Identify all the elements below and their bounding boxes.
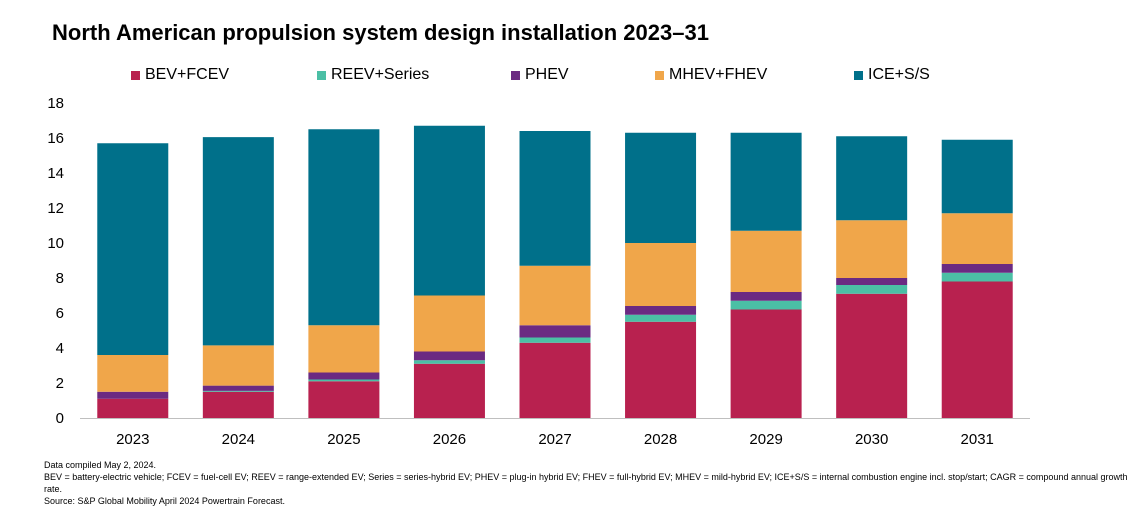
bar-segment-ice-s-s-2023: [97, 143, 169, 355]
bar-segment-reev-series-2024: [202, 390, 274, 392]
legend-label-bev-fcev: BEV+FCEV: [145, 66, 230, 83]
legend-item-bev-fcev: BEV+FCEV: [131, 66, 229, 84]
x-tick-label: 2024: [222, 431, 255, 448]
bar-segment-phev-2025: [308, 372, 380, 380]
bar-segment-reev-series-2028: [625, 314, 697, 322]
bar-segment-phev-2028: [625, 306, 697, 315]
bar-segment-reev-series-2026: [413, 360, 485, 364]
bar-segment-reev-series-2030: [836, 285, 908, 294]
x-tick-label: 2031: [961, 431, 994, 448]
legend-swatch-ice-ss: [854, 70, 863, 80]
bar-segment-bev-fcev-2023: [97, 398, 169, 418]
bar-segment-phev-2023: [97, 391, 169, 399]
bar-segment-mhev-fhev-2027: [519, 265, 591, 326]
chart-footer: Data compiled May 2, 2024. BEV = battery…: [44, 459, 1146, 507]
y-tick-label: 4: [56, 340, 64, 357]
y-tick-label: 8: [56, 270, 64, 287]
bar-segment-reev-series-2029: [730, 300, 802, 310]
legend-swatch-reev-series: [317, 70, 326, 80]
bar-segment-phev-2024: [202, 385, 274, 391]
x-tick-label: 2025: [327, 431, 360, 448]
bar-segment-phev-2026: [413, 351, 485, 361]
footer-abbreviations: BEV = battery-electric vehicle; FCEV = f…: [44, 472, 1128, 494]
legend-swatch-phev: [511, 70, 520, 80]
y-tick-label: 18: [47, 95, 64, 112]
y-tick-label: 0: [56, 410, 64, 427]
bar-segment-mhev-fhev-2029: [730, 230, 802, 292]
bar-segment-reev-series-2027: [519, 337, 591, 343]
bar-segment-ice-s-s-2031: [941, 139, 1013, 214]
y-tick-label: 14: [47, 165, 64, 182]
bar-segment-bev-fcev-2027: [519, 342, 591, 418]
chart-legend: BEV+FCEV REEV+Series PHEV MHEV+FHEV ICE+…: [0, 66, 1146, 86]
bar-segment-ice-s-s-2029: [730, 132, 802, 231]
legend-item-mhev-fhev: MHEV+FHEV: [655, 66, 767, 84]
bar-segment-ice-s-s-2024: [202, 137, 274, 346]
bar-segment-bev-fcev-2031: [941, 281, 1013, 418]
y-tick-label: 12: [47, 200, 64, 217]
bar-segment-mhev-fhev-2026: [413, 295, 485, 352]
legend-swatch-mhev-fhev: [655, 70, 664, 80]
bar-segment-mhev-fhev-2030: [836, 220, 908, 278]
x-tick-label: 2026: [433, 431, 466, 448]
bar-segment-mhev-fhev-2023: [97, 355, 169, 392]
bar-segment-ice-s-s-2027: [519, 131, 591, 266]
legend-item-ice-ss: ICE+S/S: [854, 66, 930, 84]
bar-segment-bev-fcev-2024: [202, 391, 274, 418]
x-tick-label: 2029: [749, 431, 782, 448]
legend-swatch-bev-fcev: [131, 70, 140, 80]
legend-label-ice-ss: ICE+S/S: [868, 66, 930, 83]
bar-segment-bev-fcev-2026: [413, 363, 485, 418]
bar-segment-ice-s-s-2030: [836, 136, 908, 221]
legend-label-reev-series: REEV+Series: [331, 66, 430, 83]
x-tick-label: 2027: [538, 431, 571, 448]
bar-segment-ice-s-s-2028: [625, 132, 697, 243]
bar-segment-mhev-fhev-2028: [625, 243, 697, 306]
bar-segment-phev-2030: [836, 278, 908, 285]
legend-label-mhev-fhev: MHEV+FHEV: [669, 66, 768, 83]
bar-segment-bev-fcev-2025: [308, 381, 380, 418]
bar-segment-ice-s-s-2025: [308, 129, 380, 326]
legend-item-phev: PHEV: [511, 66, 569, 84]
bar-segment-bev-fcev-2030: [836, 293, 908, 418]
bar-segment-bev-fcev-2029: [730, 309, 802, 418]
x-tick-label: 2030: [855, 431, 888, 448]
bar-segment-mhev-fhev-2024: [202, 345, 274, 386]
bar-segment-bev-fcev-2028: [625, 321, 697, 418]
bar-segment-phev-2027: [519, 325, 591, 338]
bar-segment-ice-s-s-2026: [413, 125, 485, 296]
bar-segment-phev-2031: [941, 264, 1013, 273]
y-tick-label: 10: [47, 235, 64, 252]
y-tick-label: 6: [56, 305, 64, 322]
legend-label-phev: PHEV: [525, 66, 569, 83]
x-tick-label: 2023: [116, 431, 149, 448]
bar-segment-reev-series-2025: [308, 379, 380, 382]
bar-segment-reev-series-2031: [941, 272, 1013, 282]
footer-date: Data compiled May 2, 2024.: [44, 460, 157, 470]
bar-segment-mhev-fhev-2031: [941, 213, 1013, 264]
chart-title: North American propulsion system design …: [52, 20, 709, 45]
footer-source: Source: S&P Global Mobility April 2024 P…: [44, 496, 285, 506]
y-tick-label: 2: [56, 375, 64, 392]
y-tick-label: 16: [47, 130, 64, 147]
x-tick-label: 2028: [644, 431, 677, 448]
bar-segment-mhev-fhev-2025: [308, 325, 380, 373]
legend-item-reev-series: REEV+Series: [317, 66, 429, 84]
bar-segment-phev-2029: [730, 292, 802, 301]
